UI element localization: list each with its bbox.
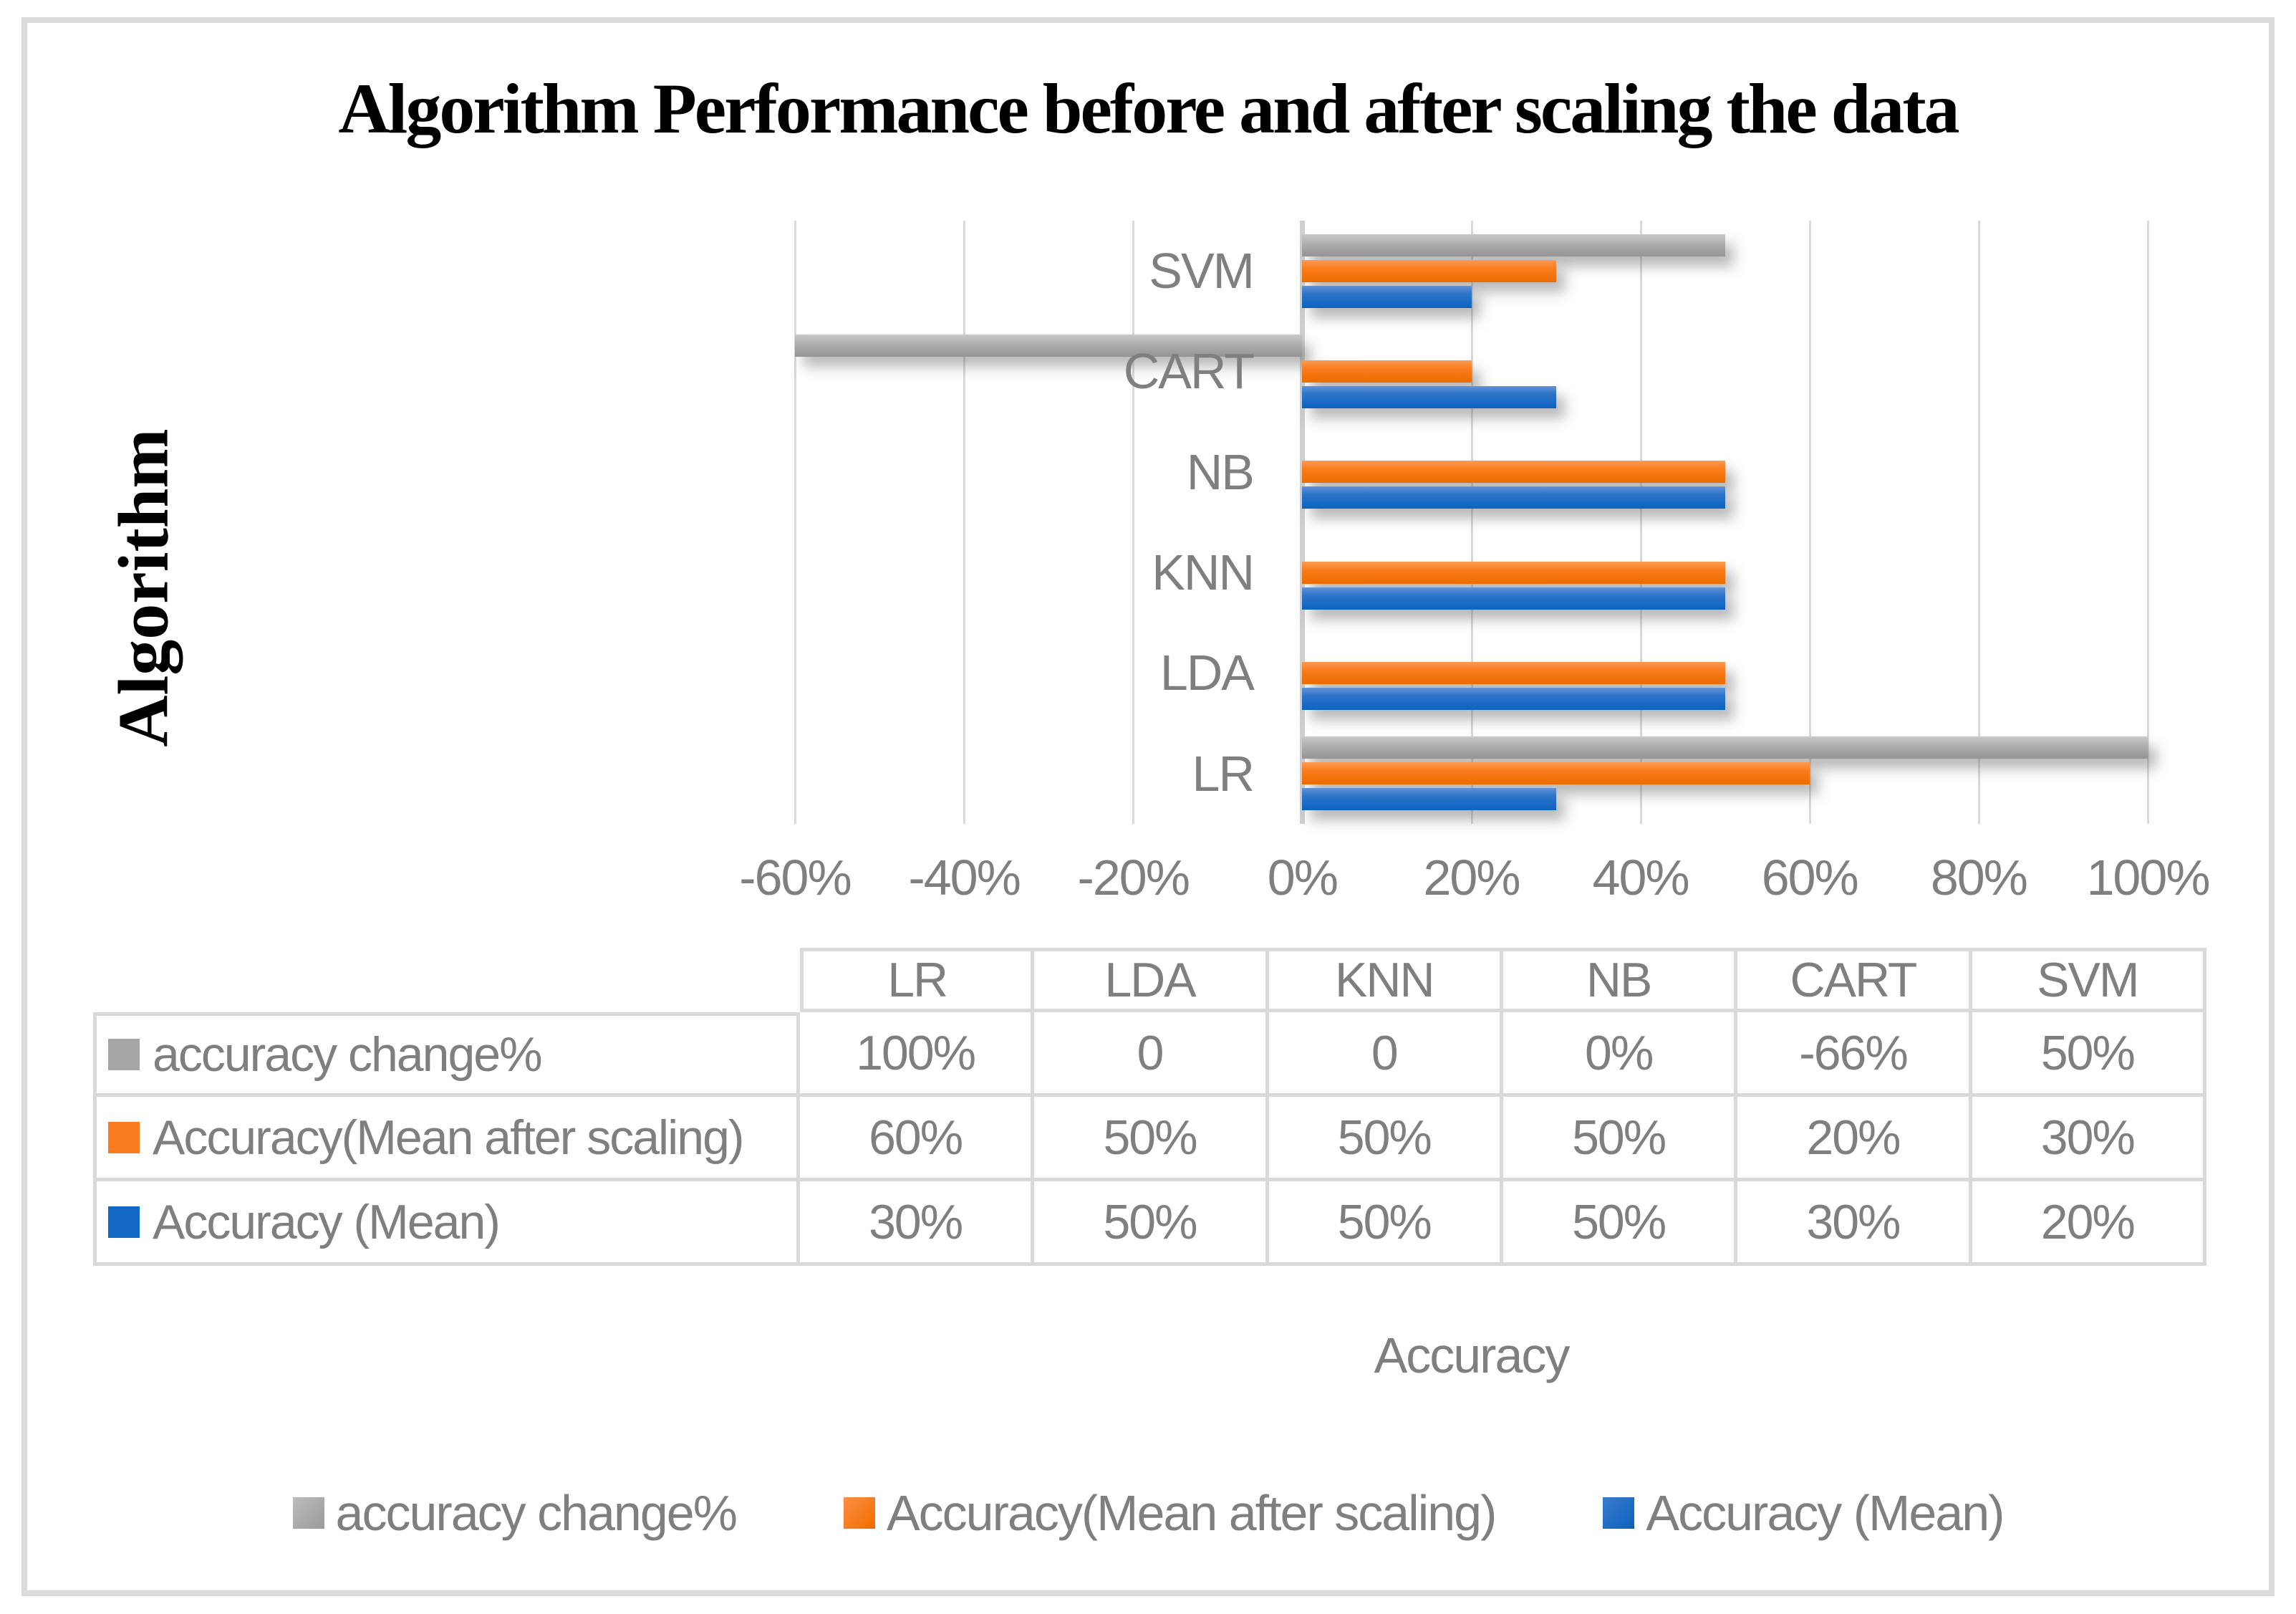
table-header-lda: LDA bbox=[1034, 948, 1269, 1012]
x-axis-title: Accuracy bbox=[1374, 1327, 1571, 1383]
table-cell-accuracy-change-svm: 50% bbox=[1972, 1012, 2206, 1097]
chart-title: Algorithm Performance before and after s… bbox=[338, 69, 1959, 148]
legend-label-accuracy-mean: Accuracy (Mean) bbox=[1646, 1485, 2005, 1541]
table-cell-accuracy-mean-after-scaling-lda: 50% bbox=[1034, 1097, 1269, 1181]
bar-accuracy-mean-after-scaling-nb bbox=[1302, 461, 1725, 484]
bar-accuracy-change-cart bbox=[795, 335, 1303, 357]
table-cell-accuracy-mean-nb: 50% bbox=[1502, 1181, 1738, 1266]
table-header-knn: KNN bbox=[1268, 948, 1503, 1012]
bar-accuracy-mean-after-scaling-lr bbox=[1302, 762, 1810, 785]
x-tick-label-20: 20% bbox=[1423, 850, 1520, 906]
category-label-svm: SVM bbox=[1149, 243, 1255, 299]
table-cell-accuracy-mean-after-scaling-cart: 20% bbox=[1737, 1097, 1972, 1181]
table-cell-accuracy-mean-svm: 20% bbox=[1972, 1181, 2206, 1266]
table-cell-accuracy-change-lr: 100% bbox=[800, 1012, 1035, 1097]
table-header-nb: NB bbox=[1502, 948, 1738, 1012]
legend-item-accuracy-change: accuracy change% bbox=[292, 1484, 738, 1542]
bar-accuracy-mean-lda bbox=[1302, 688, 1725, 710]
legend-marker-icon-accuracy-change bbox=[292, 1497, 324, 1529]
bar-accuracy-change-lr bbox=[1302, 736, 2148, 759]
gridline--40 bbox=[963, 221, 966, 824]
x-tick-label--20: -20% bbox=[1077, 850, 1190, 906]
legend-item-accuracy-mean-after-scaling: Accuracy(Mean after scaling) bbox=[843, 1484, 1497, 1542]
legend-marker-icon-accuracy-mean-after-scaling bbox=[843, 1497, 875, 1529]
legend-key-icon-accuracy-mean bbox=[108, 1206, 140, 1238]
table-cell-accuracy-change-lda: 0 bbox=[1034, 1012, 1269, 1097]
table-cell-accuracy-mean-after-scaling-lr: 60% bbox=[800, 1097, 1035, 1181]
legend-label-accuracy-mean-after-scaling: Accuracy(Mean after scaling) bbox=[886, 1485, 1497, 1541]
x-tick-label-60: 60% bbox=[1761, 850, 1859, 906]
legend-label-accuracy-change: accuracy change% bbox=[335, 1485, 738, 1541]
y-axis-title: Algorithm bbox=[103, 428, 183, 747]
table-cell-accuracy-mean-after-scaling-nb: 50% bbox=[1502, 1097, 1738, 1181]
table-corner-blank bbox=[93, 948, 800, 1012]
legend-key-icon-accuracy-mean-after-scaling bbox=[108, 1121, 140, 1153]
table-row-label-accuracy-change: accuracy change% bbox=[93, 1012, 800, 1097]
bar-accuracy-mean-after-scaling-lda bbox=[1302, 662, 1725, 684]
x-tick-label-80: 80% bbox=[1930, 850, 2028, 906]
bar-accuracy-mean-after-scaling-cart bbox=[1302, 360, 1472, 383]
bar-accuracy-change-svm bbox=[1302, 234, 1725, 256]
table-cell-accuracy-change-knn: 0 bbox=[1268, 1012, 1503, 1097]
plot-area: SVM CART NB KNN LDA LR bbox=[794, 221, 2149, 824]
bar-accuracy-mean-lr bbox=[1302, 788, 1556, 811]
table-header-lr: LR bbox=[800, 948, 1035, 1012]
gridline-40 bbox=[1639, 221, 1642, 824]
table-row-label-text: Accuracy(Mean after scaling) bbox=[153, 1110, 745, 1165]
table-cell-accuracy-mean-after-scaling-svm: 30% bbox=[1972, 1097, 2206, 1181]
legend-item-accuracy-mean: Accuracy (Mean) bbox=[1603, 1484, 2005, 1542]
table-cell-accuracy-mean-lda: 50% bbox=[1034, 1181, 1269, 1266]
bar-accuracy-mean-nb bbox=[1302, 486, 1725, 509]
bar-accuracy-mean-cart bbox=[1302, 386, 1556, 408]
x-axis-tick-labels: -60% -40% -20% 0% 20% 40% 60% 80% 100% bbox=[739, 849, 2210, 913]
table-cell-accuracy-mean-lr: 30% bbox=[800, 1181, 1035, 1266]
table-cell-accuracy-change-nb: 0% bbox=[1502, 1012, 1738, 1097]
gridline-60 bbox=[1808, 221, 1811, 824]
table-header-cart: CART bbox=[1737, 948, 1972, 1012]
x-tick-label-40: 40% bbox=[1592, 850, 1690, 906]
bar-accuracy-mean-knn bbox=[1302, 587, 1725, 610]
category-label-cart: CART bbox=[1123, 343, 1255, 400]
figure-border bbox=[21, 17, 2275, 1596]
chart-legend: accuracy change% Accuracy(Mean after scal… bbox=[0, 1477, 2296, 1549]
category-label-nb: NB bbox=[1186, 443, 1255, 500]
category-label-lda: LDA bbox=[1159, 645, 1255, 701]
legend-key-icon-accuracy-change bbox=[108, 1039, 140, 1070]
x-tick-label-0: 0% bbox=[1267, 850, 1338, 906]
x-tick-label-100: 100% bbox=[2086, 850, 2210, 906]
gridline--20 bbox=[1132, 221, 1135, 824]
table-cell-accuracy-change-cart: -66% bbox=[1737, 1012, 1972, 1097]
category-label-lr: LR bbox=[1192, 745, 1255, 802]
x-tick-label--40: -40% bbox=[908, 850, 1021, 906]
table-cell-accuracy-mean-knn: 50% bbox=[1268, 1181, 1503, 1266]
bar-accuracy-mean-after-scaling-svm bbox=[1302, 259, 1556, 282]
gridline-100 bbox=[2147, 221, 2149, 824]
bar-accuracy-mean-after-scaling-knn bbox=[1302, 561, 1725, 584]
y-axis-title-container: Algorithm bbox=[43, 315, 243, 860]
gridline-20 bbox=[1470, 221, 1473, 824]
chart-data-table: LR LDA KNN NB CART SVM accuracy change% 100% 0 0 0… bbox=[93, 948, 2206, 1266]
table-header-svm: SVM bbox=[1972, 948, 2206, 1012]
category-label-knn: KNN bbox=[1152, 544, 1255, 601]
table-row-label-text: accuracy change% bbox=[153, 1027, 543, 1082]
table-row-label-accuracy-mean-after-scaling: Accuracy(Mean after scaling) bbox=[93, 1097, 800, 1181]
category-axis-line bbox=[1300, 221, 1306, 824]
gridline--60 bbox=[794, 221, 796, 824]
x-tick-label--60: -60% bbox=[739, 850, 852, 906]
table-cell-accuracy-mean-after-scaling-knn: 50% bbox=[1268, 1097, 1503, 1181]
table-row-label-accuracy-mean: Accuracy (Mean) bbox=[93, 1181, 800, 1266]
table-cell-accuracy-mean-cart: 30% bbox=[1737, 1181, 1972, 1266]
table-row-label-text: Accuracy (Mean) bbox=[153, 1194, 501, 1249]
bar-accuracy-mean-svm bbox=[1302, 285, 1472, 308]
gridline-80 bbox=[1977, 221, 1980, 824]
legend-marker-icon-accuracy-mean bbox=[1603, 1497, 1635, 1529]
